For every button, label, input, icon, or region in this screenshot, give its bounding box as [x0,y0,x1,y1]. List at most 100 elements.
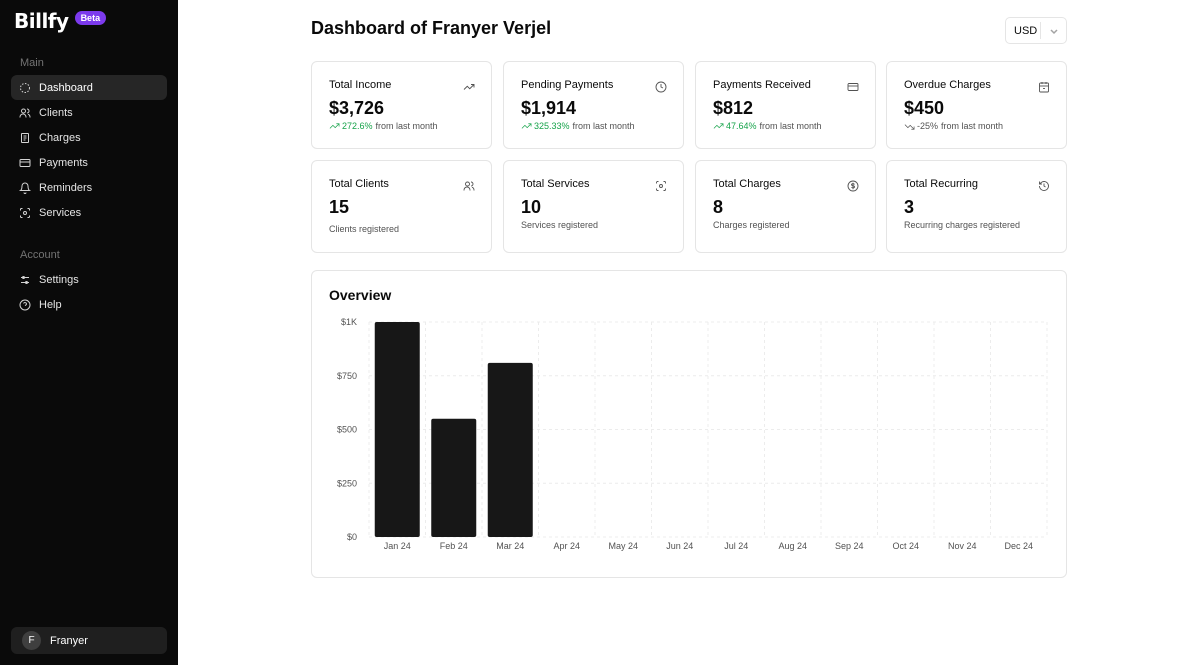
sidebar-item-label: Help [39,298,62,311]
stat-card-total-services: Total Services 10 Services registered [503,160,684,253]
stat-card-total-recurring: Total Recurring 3 Recurring charges regist… [886,160,1067,253]
x-tick-label: Sep 24 [835,541,864,551]
sliders-icon [19,274,39,286]
loader-icon [19,82,39,94]
x-tick-label: Feb 24 [440,541,468,551]
stat-value: $1,914 [521,98,577,118]
brand-logo[interactable]: Billfy Beta [14,9,107,33]
sidebar-item-label: Services [39,206,82,219]
sidebar-item-settings[interactable]: Settings [11,267,167,292]
section-label-main: Main [20,57,44,69]
y-tick-label: $1K [341,317,357,327]
stat-change: 47.64% from last month [713,121,822,131]
y-tick-label: $0 [347,532,357,542]
sidebar-item-reminders[interactable]: Reminders [11,175,167,200]
stat-title: Total Charges [713,178,781,190]
x-tick-label: Nov 24 [948,541,977,551]
stat-change-percent: 47.64% [726,121,757,131]
chevron-down-icon [1041,26,1066,36]
page-title: Dashboard of Franyer Verjel [311,18,552,38]
stat-value: 15 [329,197,350,217]
stat-title: Total Clients [329,178,389,190]
user-name: Franyer [50,634,88,647]
stat-card-total-clients: Total Clients 15 Clients registered [311,160,492,253]
users-icon [19,107,39,119]
history-icon [1038,179,1050,191]
sidebar-item-help[interactable]: Help [11,292,167,317]
sidebar-item-label: Settings [39,273,79,286]
currency-select[interactable]: USD [1005,17,1067,44]
user-menu[interactable]: F Franyer [11,627,167,654]
trending-up-icon [463,80,475,92]
stat-subtitle: Recurring charges registered [904,220,1021,230]
trending-up-icon [713,122,726,131]
stat-title: Total Recurring [904,178,978,190]
sidebar-item-clients[interactable]: Clients [11,100,167,125]
x-tick-label: Jun 24 [666,541,693,551]
stat-card-pending-payments: Pending Payments $1,914 325.33% from last m… [503,61,684,149]
x-tick-label: Oct 24 [892,541,919,551]
stat-value: $450 [904,98,945,118]
stat-title: Payments Received [713,79,811,91]
calendar-icon [1038,80,1050,93]
sidebar-item-payments[interactable]: Payments [11,150,167,175]
bar-jan-24[interactable] [374,322,420,537]
stat-value: $812 [713,98,754,118]
stat-card-total-charges: Total Charges 8 Charges registered [695,160,876,253]
stat-title: Total Income [329,79,392,91]
sidebar-item-label: Payments [39,156,88,169]
clock-icon [655,80,667,93]
stat-change: 272.6% from last month [329,121,438,131]
users-icon [463,179,475,191]
stat-title: Overdue Charges [904,79,991,91]
trending-up-icon [521,122,534,131]
stat-change: 325.33% from last month [521,121,635,131]
stat-change-percent: 272.6% [342,121,373,131]
stat-subtitle: Services registered [521,220,599,230]
sidebar-item-label: Charges [39,131,81,144]
y-tick-label: $750 [337,371,357,381]
stat-change-suffix: from last month [941,121,1004,131]
scan-icon [19,207,39,219]
stat-card-overdue-charges: Overdue Charges $450 -25% from last month [886,61,1067,149]
sidebar-item-dashboard[interactable]: Dashboard [11,75,167,100]
stat-change: -25% from last month [904,121,1003,131]
brand-name: Billfy [14,9,69,33]
sidebar-item-charges[interactable]: Charges [11,125,167,150]
sidebar-item-services[interactable]: Services [11,200,167,225]
x-tick-label: Mar 24 [496,541,524,551]
currency-value: USD [1014,24,1038,37]
beta-badge: Beta [74,11,107,25]
credit-card-icon [19,157,39,169]
stat-change-suffix: from last month [375,121,438,131]
stat-card-total-income: Total Income $3,726 272.6% from last month [311,61,492,149]
credit-card-icon [847,80,859,92]
overview-title: Overview [329,287,392,303]
section-label-account: Account [20,249,60,261]
sidebar-item-label: Reminders [39,181,93,194]
x-tick-label: Dec 24 [1004,541,1033,551]
y-tick-label: $500 [337,425,357,435]
x-tick-label: Jul 24 [724,541,748,551]
stat-subtitle: Charges registered [713,220,790,230]
bar-mar-24[interactable] [487,362,533,537]
stat-value: 3 [904,197,915,217]
stat-change-suffix: from last month [572,121,635,131]
overview-card: Overview $0 $250 $500 $750 $1K Jan 24 Feb 24 Ma… [311,270,1067,578]
x-tick-label: Apr 24 [553,541,580,551]
receipt-icon [19,132,39,144]
stat-subtitle: Clients registered [329,224,400,234]
stat-card-payments-received: Payments Received $812 47.64% from last mon… [695,61,876,149]
sidebar-item-label: Dashboard [39,81,93,94]
stat-change-suffix: from last month [759,121,822,131]
stat-title: Pending Payments [521,79,614,91]
scan-icon [655,179,667,191]
sidebar: Billfy Beta Main Dashboard Clients Charges… [0,0,178,665]
x-tick-label: Aug 24 [778,541,807,551]
stat-title: Total Services [521,178,590,190]
stat-value: 8 [713,197,724,217]
x-tick-label: May 24 [608,541,638,551]
stat-value: 10 [521,197,542,217]
bar-feb-24[interactable] [431,418,477,537]
x-tick-label: Jan 24 [384,541,411,551]
